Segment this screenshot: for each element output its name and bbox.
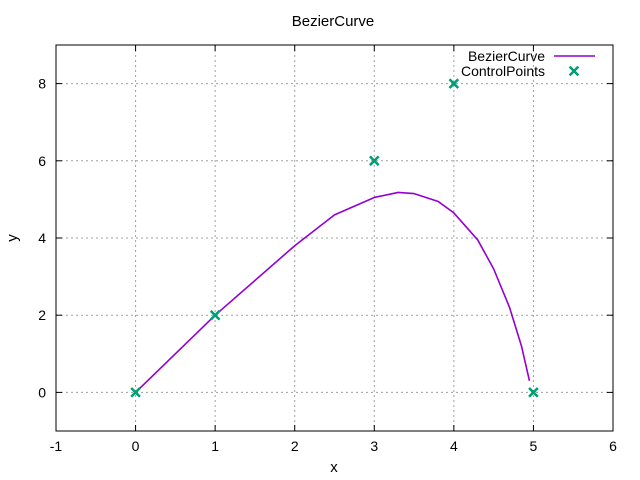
grid-lines [56, 45, 613, 431]
y-tick-label: 4 [38, 230, 46, 246]
y-axis-label: y [4, 234, 21, 242]
control-point-marker [130, 387, 141, 398]
control-point-marker [209, 309, 221, 321]
x-tick-label: 4 [450, 438, 458, 454]
y-tick-label: 6 [38, 153, 46, 169]
series-layer [130, 78, 539, 398]
legend-marker-swatch [568, 65, 580, 77]
y-tick-label: 0 [38, 384, 46, 400]
axis-ticks: -1 0 1 2 3 4 5 6 0 2 4 6 8 [38, 45, 617, 454]
x-tick-label: 3 [370, 438, 378, 454]
legend-label: BezierCurve [468, 48, 545, 64]
x-tick-label: 5 [530, 438, 538, 454]
y-tick-label: 2 [38, 307, 46, 323]
x-tick-label: -1 [50, 438, 63, 454]
x-tick-label: 6 [609, 438, 617, 454]
x-tick-label: 2 [291, 438, 299, 454]
legend-label: ControlPoints [461, 63, 545, 79]
plot-frame [55, 44, 614, 432]
bezier-curve-line [135, 191, 531, 393]
x-axis-label: x [330, 459, 338, 476]
y-tick-label: 8 [38, 76, 46, 92]
control-point-marker [369, 155, 380, 167]
chart-title: BezierCurve [292, 13, 375, 30]
x-tick-label: 1 [211, 438, 219, 454]
control-point-marker [528, 387, 539, 398]
control-point-marker [448, 78, 460, 89]
x-tick-label: 0 [132, 438, 140, 454]
